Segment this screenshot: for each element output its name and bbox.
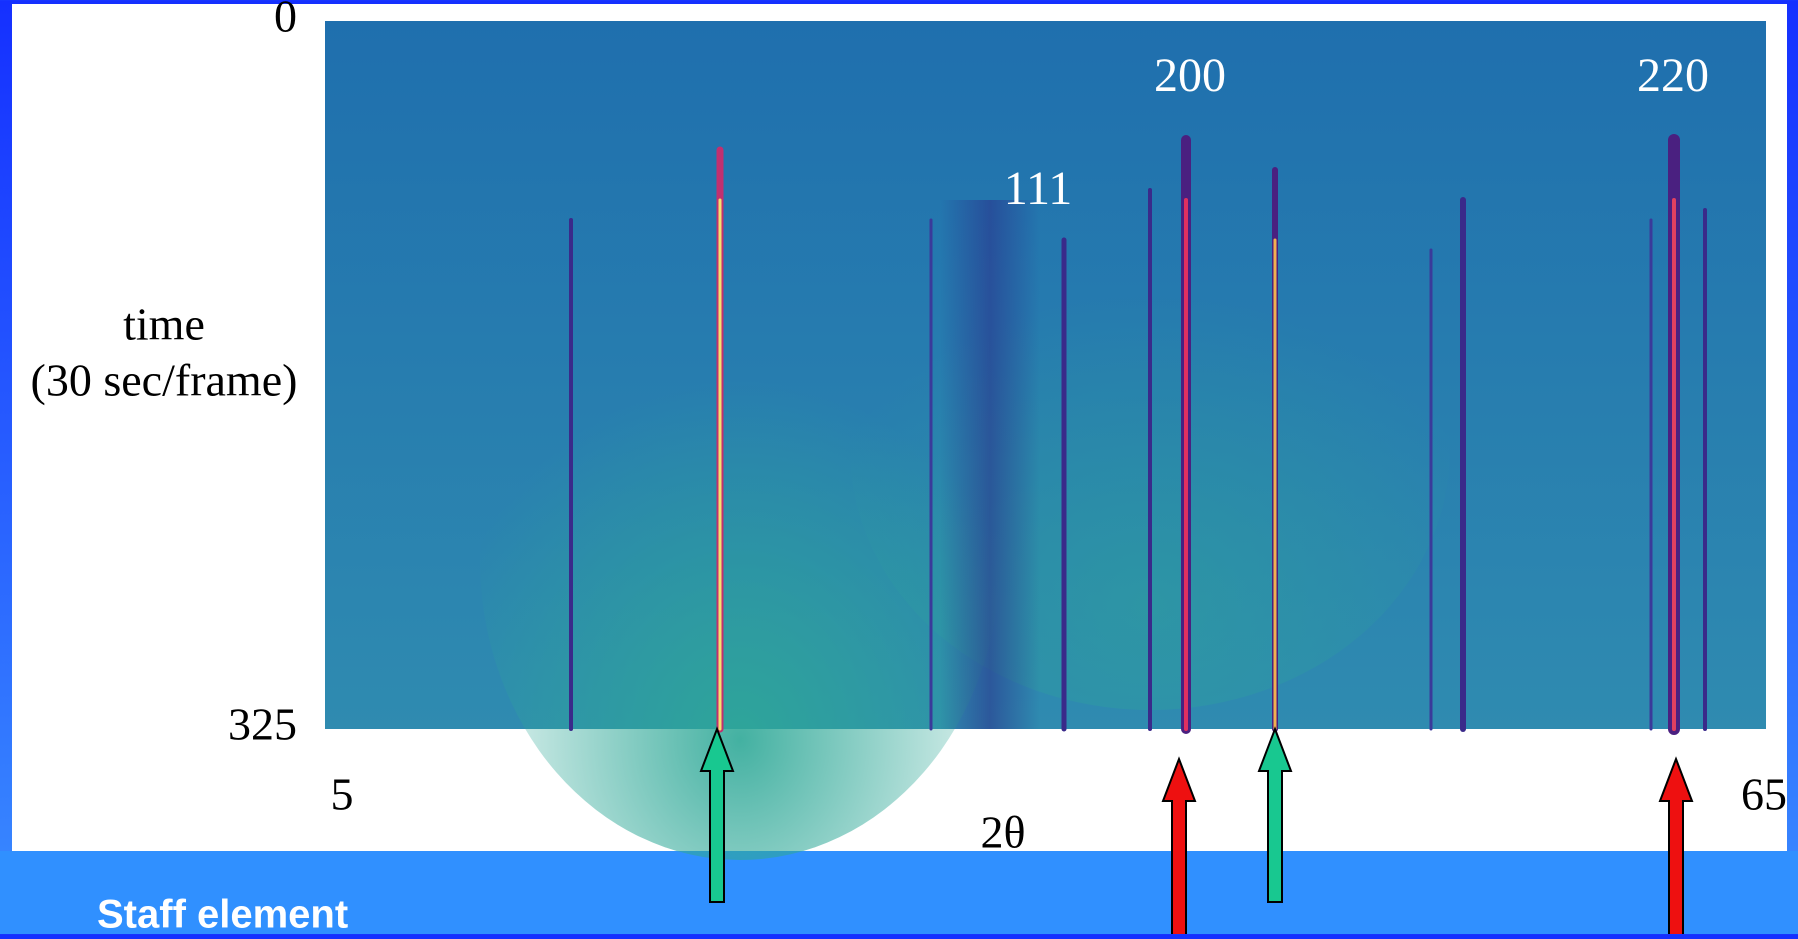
x-tick-label: 65 [1741, 769, 1787, 820]
y-axis-label: (30 sec/frame) [31, 355, 298, 406]
footer-band [0, 851, 1798, 934]
heatmap [325, 21, 1766, 860]
y-tick-label: 0 [274, 0, 297, 42]
peak-label: 220 [1637, 49, 1709, 102]
y-axis-label: time [123, 299, 205, 350]
footer-text: Staff element [97, 893, 348, 934]
x-axis-label: 2θ [980, 807, 1025, 858]
y-tick-label: 325 [228, 699, 297, 750]
x-tick-label: 5 [331, 769, 354, 820]
arrows [699, 726, 1694, 939]
peak-label: 200 [1154, 49, 1226, 102]
peak-label: 111 [1004, 162, 1072, 215]
